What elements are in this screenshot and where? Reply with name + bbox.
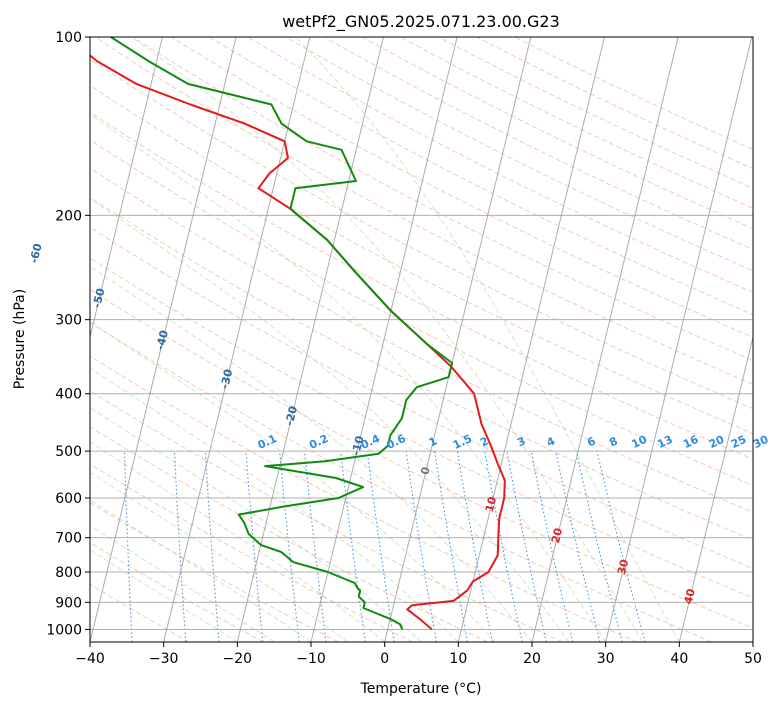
- isotherm-label: -60: [27, 242, 44, 265]
- dry-adiabat: [90, 463, 414, 642]
- isotherm-gridline: [90, 37, 163, 340]
- mixing-ratio-label: 30: [751, 433, 771, 451]
- dry-adiabat: [90, 257, 753, 599]
- mixing-ratio-line: [366, 451, 395, 642]
- dry-adiabat: [90, 196, 753, 541]
- isotherm-label: 20: [549, 526, 565, 544]
- isotherm-gridline: [531, 37, 679, 642]
- isotherm-gridline: [384, 37, 532, 642]
- chart-title: wetPf2_GN05.2025.071.23.00.G23: [282, 12, 560, 32]
- mixing-ratio-label: 13: [655, 433, 674, 451]
- isotherm-gridline: [752, 639, 753, 642]
- moist-adiabat: [90, 441, 386, 642]
- isotherm-label: 30: [615, 558, 631, 576]
- moist-adiabat: [295, 37, 680, 642]
- plot-frame: [89, 36, 754, 643]
- dry-adiabat: [400, 37, 753, 209]
- mixing-ratio-line: [484, 451, 523, 642]
- mixing-ratio-label: 20: [707, 433, 727, 451]
- dry-adiabat: [94, 37, 753, 385]
- dry-adiabat: [361, 37, 753, 230]
- moist-adiabat: [131, 37, 643, 642]
- isotherm-gridline: [678, 334, 753, 642]
- isotherm-gridline: [90, 37, 237, 642]
- y-tick-label: 200: [55, 208, 82, 224]
- y-tick-label: 300: [55, 313, 82, 329]
- x-axis-label: Temperature (°C): [360, 681, 482, 697]
- dry-adiabat: [476, 37, 753, 170]
- mixing-ratio-line: [575, 450, 623, 642]
- y-tick-label: 100: [55, 30, 82, 46]
- y-tick-label: 400: [55, 387, 82, 403]
- isotherm-gridline: [605, 37, 753, 642]
- mixing-ratio-label: 10: [630, 433, 650, 451]
- dry-adiabat: [90, 226, 753, 570]
- mixing-ratio-line: [506, 450, 547, 642]
- y-tick-label: 800: [55, 565, 82, 581]
- mixing-ratio-line: [456, 451, 493, 642]
- y-axis: 100 200 300 400 500 600 700 800 900 1000: [46, 30, 90, 638]
- sounding-profiles: [90, 37, 506, 631]
- mixing-ratio-line: [245, 451, 264, 642]
- x-axis: −40 −30 −20 −10 0 10 20 30 40 50: [75, 642, 762, 667]
- dry-adiabat: [132, 37, 753, 362]
- isotherm-label: 40: [682, 587, 698, 605]
- isotherm-gridline: [163, 37, 311, 642]
- x-tick-label: 10: [449, 651, 467, 667]
- y-tick-label: 600: [55, 491, 82, 507]
- moist-adiabat: [90, 113, 607, 642]
- isotherm-label: 0: [418, 465, 433, 476]
- mixing-ratio-line: [303, 451, 327, 642]
- y-axis-label: Pressure (hPa): [12, 289, 28, 389]
- isotherm-label: -20: [283, 404, 300, 427]
- isotherm-label: -30: [218, 368, 235, 391]
- dry-adiabat: [90, 58, 753, 410]
- moist-adiabat: [90, 406, 422, 642]
- temperature-profile: [90, 54, 506, 631]
- isotherm-label: 10: [483, 495, 499, 513]
- dry-adiabat: [90, 321, 712, 642]
- line-labels: -100-90-80-70-60-50-40-30-20-10010203040…: [27, 242, 771, 606]
- dry-adiabat: [90, 289, 753, 629]
- mixing-ratio-line: [279, 451, 300, 642]
- x-tick-label: 0: [380, 651, 389, 667]
- y-tick-label: 700: [55, 531, 82, 547]
- y-tick-label: 1000: [46, 622, 82, 638]
- moist-adiabat: [90, 197, 570, 642]
- dry-adiabat: [171, 37, 753, 338]
- x-tick-label: 20: [523, 651, 541, 667]
- isotherm-label: -50: [90, 287, 107, 310]
- x-tick-label: 30: [597, 651, 615, 667]
- y-tick-label: 900: [55, 595, 82, 611]
- x-tick-label: −10: [296, 651, 326, 667]
- isotherm-gridline: [457, 37, 605, 642]
- mixing-ratio-line: [555, 450, 601, 642]
- mixing-ratio-line: [530, 450, 574, 642]
- moist-adiabat: [90, 367, 459, 642]
- x-tick-label: 50: [744, 651, 762, 667]
- x-tick-label: −40: [75, 651, 105, 667]
- y-tick-label: 500: [55, 444, 82, 460]
- dewpoint-profile: [110, 37, 454, 630]
- mixing-ratio-line: [204, 451, 220, 642]
- mixing-ratio-label: 16: [681, 433, 701, 451]
- dry-adiabat: [247, 37, 753, 293]
- isotherm-gridline: [236, 37, 384, 642]
- isotherm-label: -40: [154, 329, 171, 352]
- dry-adiabat: [323, 37, 753, 250]
- isotherm-label: -10: [349, 434, 366, 457]
- x-tick-label: −30: [149, 651, 179, 667]
- dry-adiabat: [209, 37, 753, 316]
- x-tick-label: −20: [223, 651, 253, 667]
- x-tick-label: 40: [670, 651, 688, 667]
- mixing-ratio-label: 25: [729, 433, 748, 451]
- dry-adiabat: [90, 111, 753, 460]
- moist-adiabat: [90, 265, 533, 642]
- moist-adiabat: [90, 471, 349, 642]
- isotherm-gridline: [310, 37, 458, 642]
